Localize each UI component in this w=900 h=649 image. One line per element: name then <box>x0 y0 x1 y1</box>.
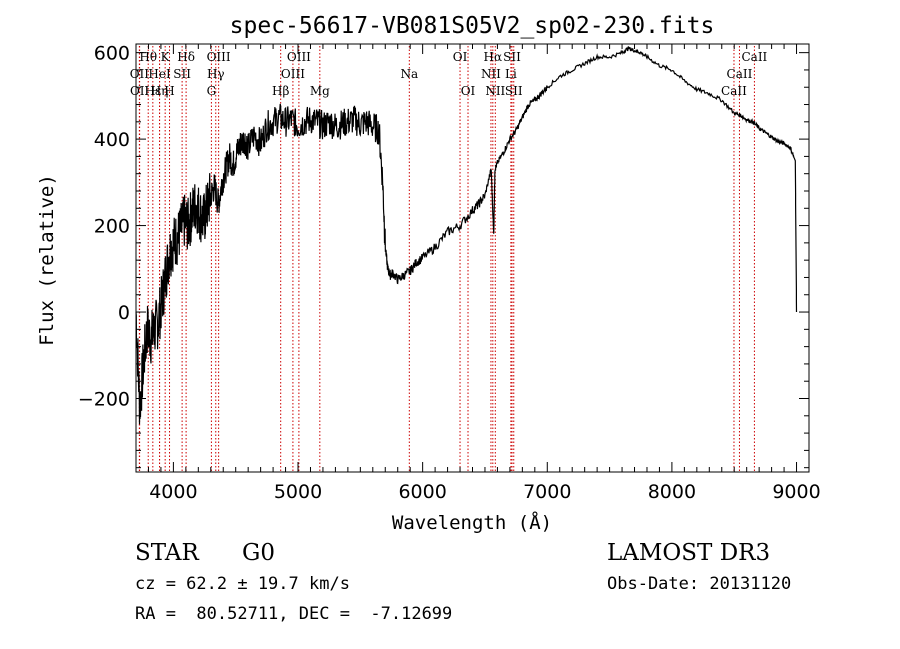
line-label: OII <box>130 84 150 98</box>
line-label: SII <box>505 84 523 98</box>
x-tick-label: 6000 <box>398 481 446 503</box>
x-tick-label: 8000 <box>648 481 696 503</box>
line-label: Hα <box>484 50 503 64</box>
line-label: OIII <box>287 50 311 64</box>
object-class: STAR <box>135 540 199 566</box>
spectrum-line <box>135 46 798 425</box>
redshift-readout: cz = 62.2 ± 19.7 km/s <box>135 574 350 594</box>
line-label: OIII <box>281 67 305 81</box>
coordinates: RA = 80.52711, DEC = -7.12699 <box>135 604 453 624</box>
line-label: K <box>161 50 171 64</box>
y-tick-label: 200 <box>94 216 130 238</box>
x-tick-label: 4000 <box>149 481 197 503</box>
y-tick-label: 0 <box>118 302 130 324</box>
survey-label: LAMOST DR3 <box>607 540 771 566</box>
line-label: OII <box>130 67 150 81</box>
y-tick-label: 600 <box>94 43 130 65</box>
line-label: H <box>164 84 174 98</box>
line-label: NII <box>481 67 501 81</box>
line-label: G <box>207 84 217 98</box>
line-label: CaII <box>721 84 747 98</box>
line-label: CaII <box>727 67 753 81</box>
plot-frame <box>135 43 810 473</box>
line-label: Hη <box>151 84 169 98</box>
line-label: OIII <box>207 50 231 64</box>
y-tick-label: −200 <box>78 389 130 411</box>
y-tick-label: 400 <box>94 129 130 151</box>
x-tick-label: 5000 <box>274 481 322 503</box>
line-markers <box>138 46 755 472</box>
y-axis-label: Flux (relative) <box>36 174 58 346</box>
line-label: Li <box>505 67 517 81</box>
x-axis-label: Wavelength (Å) <box>392 511 552 534</box>
line-label: SII <box>503 50 521 64</box>
x-tick-label: 7000 <box>523 481 571 503</box>
x-tick-label: 9000 <box>772 481 820 503</box>
line-label: Hγ <box>207 67 225 81</box>
line-label: Mg <box>310 84 330 98</box>
line-label: Hθ <box>139 50 157 64</box>
line-label: Hδ <box>177 50 195 64</box>
obs-date: Obs-Date: 20131120 <box>607 574 792 594</box>
line-label: OI <box>453 50 468 64</box>
object-subclass: G0 <box>242 540 276 566</box>
line-label: NII <box>485 84 505 98</box>
x-axis-ticks: 4000 5000 6000 7000 8000 9000 <box>135 44 821 503</box>
y-axis-ticks: −200 0 200 400 600 <box>78 43 809 469</box>
line-label: Hε <box>144 84 161 98</box>
line-label: SII <box>173 67 191 81</box>
line-label: Na <box>400 67 418 81</box>
line-label: OI <box>461 84 476 98</box>
line-label: Hβ <box>272 84 289 98</box>
chart-title: spec-56617-VB081S05V2_sp02-230.fits <box>230 13 715 39</box>
line-label: CaII <box>741 50 767 64</box>
line-label: HeI <box>148 67 171 81</box>
